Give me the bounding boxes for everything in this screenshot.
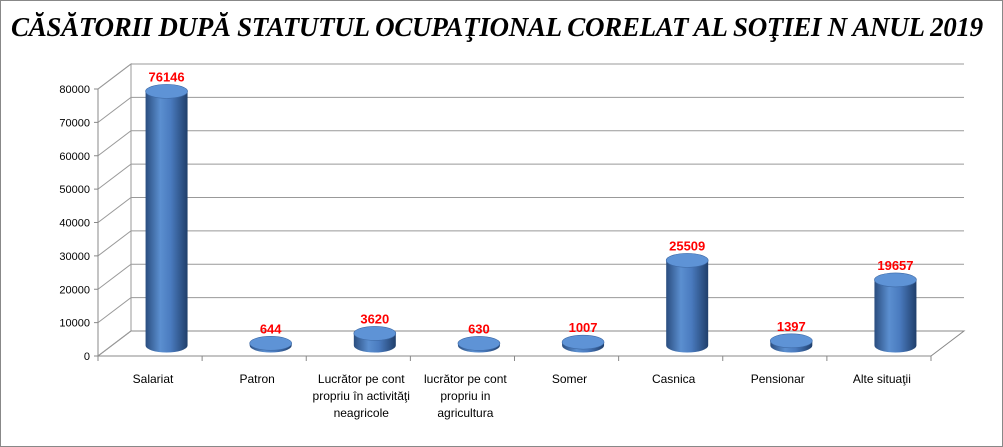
data-label: 76146 bbox=[148, 69, 184, 84]
x-category-label: Salariat bbox=[132, 372, 174, 386]
y-tick-label: 10000 bbox=[59, 318, 90, 330]
data-label: 19657 bbox=[877, 258, 913, 273]
y-tick-label: 0 bbox=[84, 351, 90, 363]
x-category-label: Patron bbox=[239, 372, 275, 386]
bar-top bbox=[770, 333, 813, 349]
data-label: 644 bbox=[260, 321, 282, 336]
x-category-label: Pensionar bbox=[750, 372, 805, 386]
bar-top bbox=[249, 336, 292, 351]
bar-top bbox=[145, 84, 188, 99]
bar-top bbox=[874, 272, 917, 288]
y-tick-label: 70000 bbox=[59, 117, 90, 129]
data-label: 3620 bbox=[360, 311, 389, 326]
bar-top bbox=[561, 334, 605, 350]
x-category-label: Alte situaţii bbox=[852, 372, 911, 386]
gridline-diag bbox=[97, 63, 132, 90]
y-tick-label: 60000 bbox=[59, 151, 90, 163]
bar-cylinder bbox=[666, 260, 709, 353]
y-tick-label: 50000 bbox=[59, 184, 90, 196]
data-label: 1007 bbox=[569, 320, 598, 335]
x-category-label: Somer bbox=[551, 372, 588, 386]
bar-top bbox=[353, 326, 397, 341]
y-tick-label: 30000 bbox=[59, 251, 90, 263]
data-label: 25509 bbox=[669, 238, 705, 253]
x-category-label: Casnica bbox=[651, 372, 696, 386]
gridline-diag bbox=[97, 130, 132, 157]
y-tick-label: 80000 bbox=[59, 84, 90, 96]
data-label: 1397 bbox=[777, 319, 806, 334]
bar-cylinder bbox=[145, 91, 188, 353]
x-category-label: lucrător pe cont propriu in agricultura bbox=[424, 372, 507, 420]
floor bbox=[96, 330, 966, 357]
data-label: 630 bbox=[468, 321, 490, 336]
y-tick-label: 40000 bbox=[59, 218, 90, 230]
gridline-diag bbox=[97, 197, 132, 223]
gridline-diag bbox=[97, 96, 132, 123]
y-tick-label: 20000 bbox=[59, 284, 90, 296]
gridline-diag bbox=[97, 330, 132, 357]
bar-cylinder bbox=[874, 279, 917, 353]
gridline-diag bbox=[97, 163, 132, 190]
gridline-diag bbox=[97, 263, 132, 290]
x-category-label: Lucrător pe cont propriu în activităţi n… bbox=[312, 372, 410, 420]
chart-title: CĂSĂTORII DUPĂ STATUTUL OCUPAŢIONAL CORE… bbox=[11, 12, 983, 42]
gridline-diag bbox=[97, 230, 132, 257]
bar-top bbox=[457, 336, 501, 351]
gridline-diag bbox=[97, 297, 132, 324]
bar-top bbox=[665, 253, 709, 268]
